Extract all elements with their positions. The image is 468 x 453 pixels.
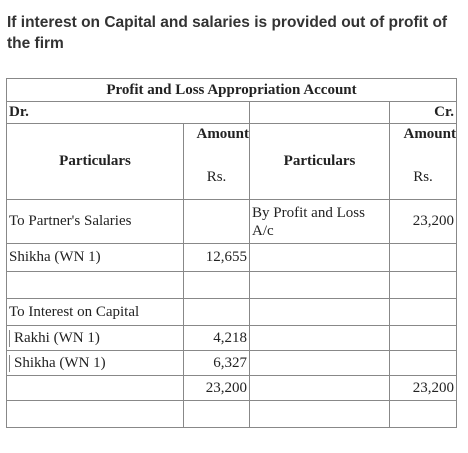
- amount-right-label: Amount: [403, 126, 456, 142]
- table-row: To Interest on Capital: [6, 298, 457, 326]
- left-particular: [6, 400, 184, 428]
- left-amount: [183, 199, 250, 244]
- particulars-left-header: Particulars: [6, 123, 184, 200]
- left-particular: To Interest on Capital: [6, 298, 184, 326]
- right-amount: [389, 298, 457, 326]
- table-title-row: Profit and Loss Appropriation Account: [6, 78, 457, 102]
- page-heading: If interest on Capital and salaries is p…: [7, 14, 448, 52]
- column-header-row: Particulars Amount Rs. Particulars Amoun…: [6, 123, 457, 200]
- dr-cr-row: Dr. Cr.: [6, 101, 457, 124]
- table-row: To Partner's Salaries By Profit and Loss…: [6, 199, 457, 244]
- total-row: 23,200 23,200: [6, 375, 457, 401]
- table-row: Shikha (WN 1) 6,327: [6, 350, 457, 376]
- indented-name: Shikha (WN 1): [9, 354, 106, 372]
- right-amount: [389, 325, 457, 351]
- account-title: Profit and Loss Appropriation Account: [6, 78, 457, 102]
- left-particular: To Partner's Salaries: [6, 199, 184, 244]
- amount-left-label: Amount: [196, 126, 249, 142]
- cr-label: Cr.: [389, 101, 457, 124]
- right-particular: [249, 271, 390, 299]
- right-particular: [249, 350, 390, 376]
- amount-left-header: Amount Rs.: [183, 123, 250, 200]
- table-row: Shikha (WN 1) 12,655: [6, 243, 457, 272]
- left-particular: Shikha (WN 1): [6, 243, 184, 272]
- unit-right-label: Rs.: [413, 169, 433, 185]
- amount-right-header: Amount Rs.: [389, 123, 457, 200]
- right-particular: [249, 375, 390, 401]
- right-particular: [249, 325, 390, 351]
- right-amount: 23,200: [389, 199, 457, 244]
- table-row: [6, 400, 457, 428]
- appropriation-account-table: Profit and Loss Appropriation Account Dr…: [6, 78, 457, 428]
- left-amount: 4,218: [183, 325, 250, 351]
- right-amount: [389, 400, 457, 428]
- right-amount: [389, 271, 457, 299]
- unit-left-label: Rs.: [206, 169, 227, 185]
- dr-label: Dr.: [6, 101, 250, 124]
- table-row: Rakhi (WN 1) 4,218: [6, 325, 457, 351]
- particulars-right-header: Particulars: [249, 123, 390, 200]
- right-total: 23,200: [389, 375, 457, 401]
- right-particular: [249, 400, 390, 428]
- right-amount: [389, 243, 457, 272]
- left-amount: 6,327: [183, 350, 250, 376]
- left-particular: [6, 375, 184, 401]
- left-amount: 12,655: [183, 243, 250, 272]
- right-amount: [389, 350, 457, 376]
- table-row: [6, 271, 457, 299]
- left-amount: [183, 400, 250, 428]
- left-amount: [183, 298, 250, 326]
- right-particular: [249, 298, 390, 326]
- left-total: 23,200: [183, 375, 250, 401]
- left-particular: Rakhi (WN 1): [6, 325, 184, 351]
- left-particular: Shikha (WN 1): [6, 350, 184, 376]
- indented-name: Rakhi (WN 1): [9, 329, 100, 347]
- right-particular: By Profit and Loss A/c: [249, 199, 390, 244]
- blank-cell: [249, 101, 390, 124]
- right-particular: [249, 243, 390, 272]
- left-amount: [183, 271, 250, 299]
- left-particular: [6, 271, 184, 299]
